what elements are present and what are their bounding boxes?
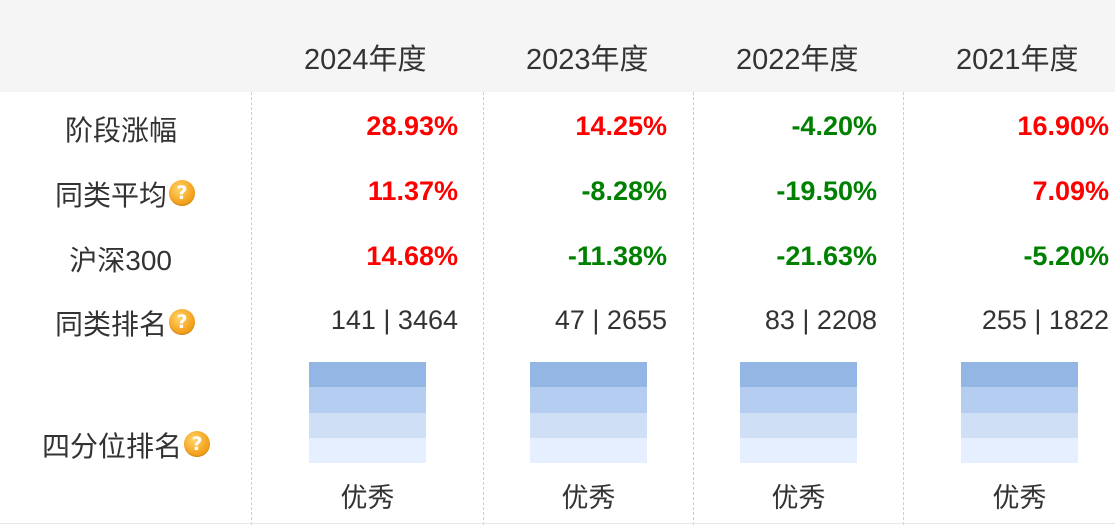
quartile-segment bbox=[530, 362, 647, 388]
category-rank-2022: 83 | 2208 bbox=[764, 305, 877, 335]
quartile-segment bbox=[309, 412, 426, 438]
row-label-wrap: 同类排名? bbox=[55, 303, 195, 343]
column-divider bbox=[693, 92, 694, 525]
quartile-bar-2024 bbox=[309, 362, 426, 463]
row-label-text: 沪深300 bbox=[69, 245, 172, 276]
column-divider bbox=[251, 92, 252, 525]
row-label-wrap: 同类平均? bbox=[55, 174, 195, 214]
quartile-segment bbox=[740, 387, 857, 413]
column-header-2022: 2022年度 bbox=[736, 44, 859, 76]
column-header-2021: 2021年度 bbox=[956, 44, 1079, 76]
quartile-segment bbox=[309, 362, 426, 388]
row-label-text: 四分位排名 bbox=[41, 431, 182, 462]
row-label-text: 同类平均 bbox=[54, 180, 167, 211]
quartile-label-2023: 优秀 bbox=[561, 483, 616, 513]
quartile-segment bbox=[961, 387, 1078, 413]
quartile-segment bbox=[740, 362, 857, 388]
quartile-segment bbox=[309, 387, 426, 413]
period-return-2022: -4.20% bbox=[791, 111, 877, 141]
quartile-segment bbox=[961, 362, 1078, 388]
period-return-2024: 28.93% bbox=[366, 111, 458, 141]
quartile-segment bbox=[309, 437, 426, 463]
quartile-bar-2023 bbox=[530, 362, 647, 463]
quartile-bar-2022 bbox=[740, 362, 857, 463]
table-bottom-border bbox=[0, 523, 1115, 524]
row-label-wrap: 四分位排名? bbox=[42, 425, 210, 465]
quartile-segment bbox=[530, 387, 647, 413]
quartile-label-2021: 优秀 bbox=[992, 483, 1047, 513]
row-label-text: 同类排名 bbox=[54, 309, 167, 340]
category-rank-2021: 255 | 1822 bbox=[981, 305, 1109, 335]
quartile-bar-2021 bbox=[961, 362, 1078, 463]
quartile-segment bbox=[530, 412, 647, 438]
quartile-label-2024: 优秀 bbox=[340, 483, 395, 513]
category-average-2024: 11.37% bbox=[367, 176, 458, 206]
category-average-2023: -8.28% bbox=[581, 176, 667, 206]
period-return-2023: 14.25% bbox=[575, 111, 667, 141]
column-header-2023: 2023年度 bbox=[526, 44, 649, 76]
quartile-segment bbox=[961, 437, 1078, 463]
category-rank-2024: 141 | 3464 bbox=[330, 305, 458, 335]
category-average-2021: 7.09% bbox=[1032, 176, 1109, 206]
help-circle-icon[interactable]: ? bbox=[169, 309, 195, 335]
quartile-label-2022: 优秀 bbox=[771, 483, 826, 513]
csi300-2021: -5.20% bbox=[1023, 241, 1109, 271]
help-circle-icon[interactable]: ? bbox=[184, 431, 210, 457]
category-rank-2023: 47 | 2655 bbox=[554, 305, 667, 335]
category-average-2022: -19.50% bbox=[776, 176, 877, 206]
period-return-2021: 16.90% bbox=[1017, 111, 1109, 141]
column-header-2024: 2024年度 bbox=[304, 44, 427, 76]
csi300-2023: -11.38% bbox=[567, 241, 667, 271]
quartile-segment bbox=[530, 437, 647, 463]
help-circle-icon[interactable]: ? bbox=[169, 180, 195, 206]
table-header: 2024年度 2023年度 2022年度 2021年度 bbox=[0, 0, 1115, 92]
quartile-segment bbox=[740, 437, 857, 463]
column-divider bbox=[903, 92, 904, 525]
quartile-segment bbox=[961, 412, 1078, 438]
csi300-2024: 14.68% bbox=[366, 241, 458, 271]
column-divider bbox=[483, 92, 484, 525]
csi300-2022: -21.63% bbox=[776, 241, 877, 271]
quartile-segment bbox=[740, 412, 857, 438]
row-label-text: 阶段涨幅 bbox=[64, 115, 177, 146]
